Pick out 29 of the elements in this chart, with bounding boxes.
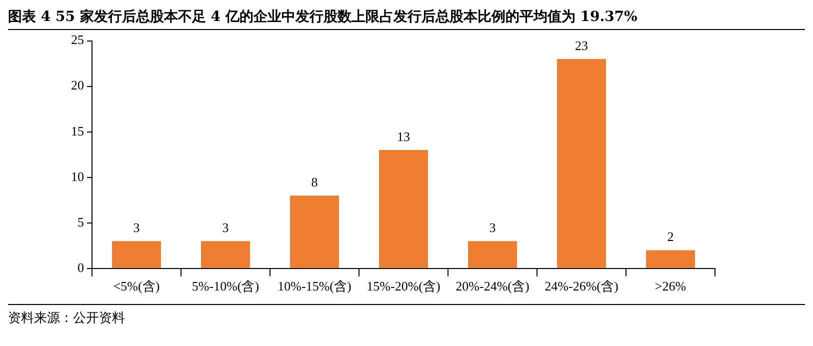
bar: [646, 250, 695, 268]
x-tick-label: 10%-15%(含): [278, 278, 352, 294]
y-tick-label: 25: [71, 32, 84, 48]
bar: [468, 241, 517, 268]
data-label: 3: [133, 220, 140, 236]
x-tick-label: <5%(含): [113, 278, 160, 294]
x-tick-label: 15%-20%(含): [366, 278, 440, 294]
data-label: 13: [397, 128, 410, 144]
data-label: 8: [311, 174, 318, 190]
chart-title: 图表 4 55 家发行后总股本不足 4 亿的企业中发行股数上限占发行后总股本比例的平均值为 19.37%: [8, 8, 805, 30]
x-tick-label: 20%-24%(含): [456, 278, 530, 294]
bar: [112, 241, 161, 268]
y-tick-label: 10: [71, 168, 84, 184]
y-tick-label: 20: [71, 78, 84, 93]
data-label: 23: [575, 38, 588, 53]
y-tick-label: 0: [78, 260, 84, 275]
y-tick-label: 5: [78, 214, 84, 230]
bar: [379, 150, 428, 268]
bar: [290, 196, 339, 268]
data-label: 2: [667, 229, 674, 244]
data-label: 3: [489, 220, 496, 236]
x-tick-label: 5%-10%(含): [192, 278, 260, 294]
text: 资料来源：公开资料: [8, 310, 126, 327]
x-tick-label: 24%-26%(含): [544, 278, 618, 294]
bar: [557, 59, 606, 268]
y-tick-label: 15: [71, 123, 84, 138]
data-label: 3: [222, 220, 229, 236]
x-tick-label: >26%: [654, 278, 686, 294]
bar: [201, 241, 250, 268]
